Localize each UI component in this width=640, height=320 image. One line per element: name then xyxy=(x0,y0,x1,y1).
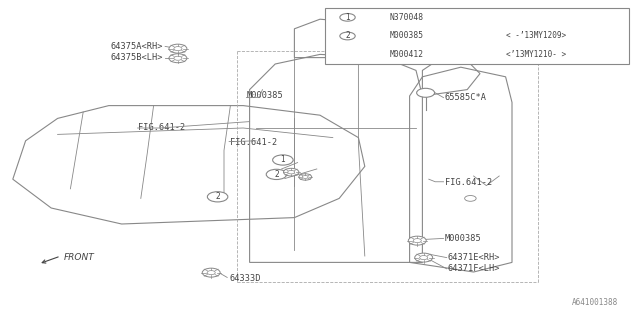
Text: M000385: M000385 xyxy=(246,92,283,100)
Text: 2: 2 xyxy=(215,192,220,201)
Circle shape xyxy=(415,253,433,262)
Circle shape xyxy=(207,271,215,275)
Text: < -’13MY1209>: < -’13MY1209> xyxy=(506,31,566,41)
Text: A641001388: A641001388 xyxy=(572,298,618,307)
Text: M000385: M000385 xyxy=(390,31,424,41)
Text: FIG.641-2: FIG.641-2 xyxy=(230,138,278,147)
Circle shape xyxy=(303,175,308,179)
Circle shape xyxy=(169,44,187,53)
Circle shape xyxy=(340,32,355,40)
Circle shape xyxy=(408,236,426,245)
Circle shape xyxy=(284,168,299,176)
Text: 64375A<RH>: 64375A<RH> xyxy=(111,42,163,51)
Text: 1: 1 xyxy=(280,156,285,164)
Text: 64333D: 64333D xyxy=(229,274,260,283)
Text: N370048: N370048 xyxy=(390,13,424,22)
Text: 65585C*A: 65585C*A xyxy=(445,93,487,102)
Text: FRONT: FRONT xyxy=(64,253,95,262)
Circle shape xyxy=(288,171,294,174)
Circle shape xyxy=(299,174,312,180)
Text: FIG.641-2: FIG.641-2 xyxy=(445,178,492,187)
Text: FIG.641-2: FIG.641-2 xyxy=(138,124,185,132)
Text: M000412: M000412 xyxy=(390,50,424,59)
Circle shape xyxy=(465,196,476,201)
Circle shape xyxy=(207,192,228,202)
Circle shape xyxy=(340,13,355,21)
Circle shape xyxy=(417,88,435,97)
Circle shape xyxy=(273,155,293,165)
Text: 64371E<RH>: 64371E<RH> xyxy=(448,253,500,262)
Text: 2: 2 xyxy=(274,170,279,179)
Circle shape xyxy=(420,256,428,260)
Circle shape xyxy=(174,47,182,51)
Circle shape xyxy=(169,54,187,63)
Circle shape xyxy=(174,56,182,60)
Circle shape xyxy=(202,268,220,277)
Circle shape xyxy=(413,239,421,243)
Text: M000385: M000385 xyxy=(445,234,481,243)
FancyBboxPatch shape xyxy=(325,8,629,64)
Text: 64371F<LH>: 64371F<LH> xyxy=(448,264,500,273)
Circle shape xyxy=(266,169,287,180)
Text: 2: 2 xyxy=(345,31,350,41)
Text: 64375B<LH>: 64375B<LH> xyxy=(111,53,163,62)
Text: <’13MY1210- >: <’13MY1210- > xyxy=(506,50,566,59)
Text: 1: 1 xyxy=(345,13,350,22)
